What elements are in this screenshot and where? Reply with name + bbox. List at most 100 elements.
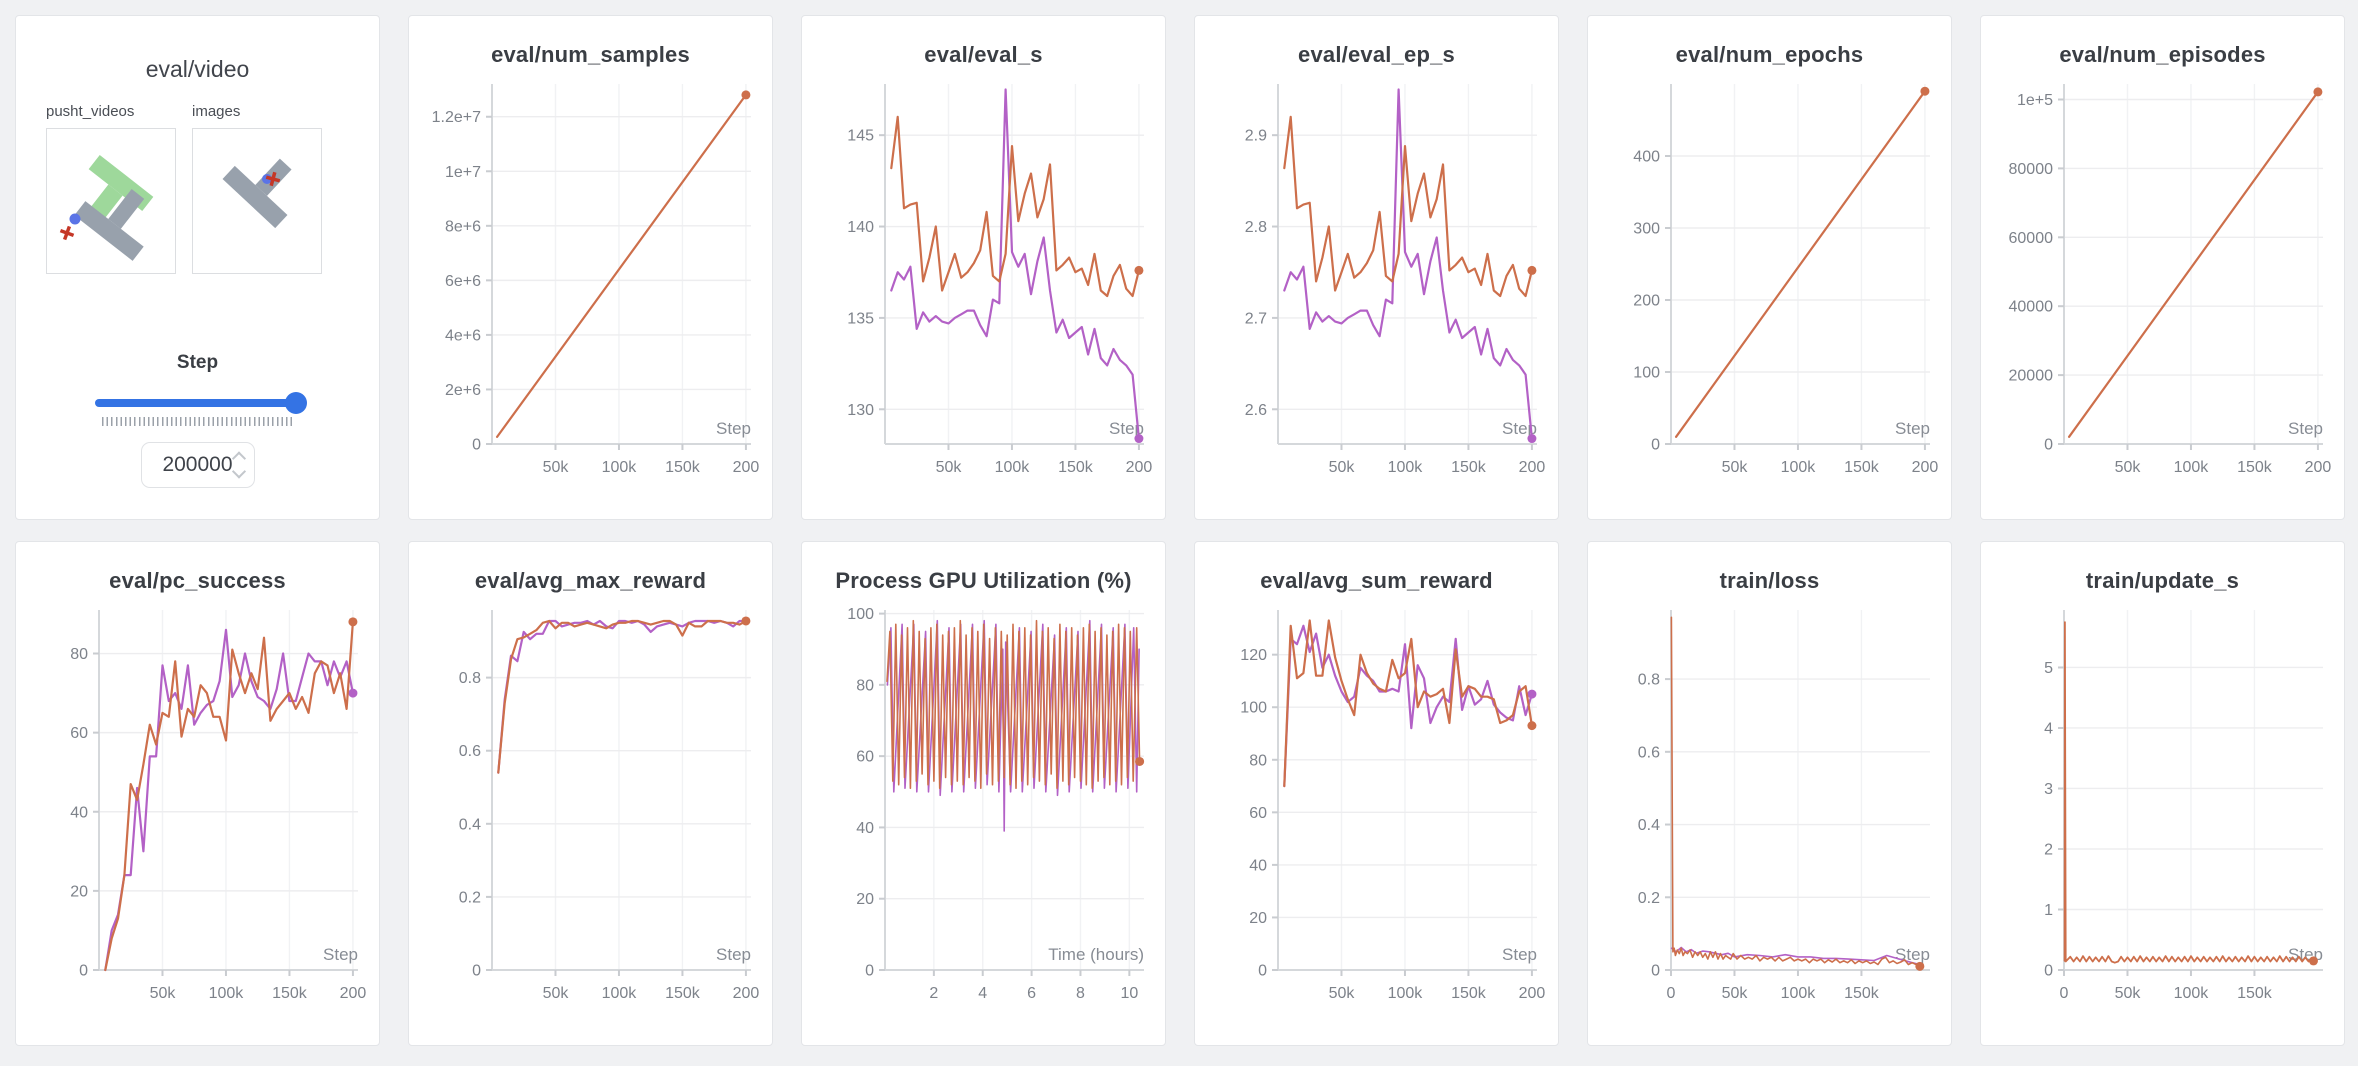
series-line-purple bbox=[890, 88, 1140, 440]
chart-panel-process-gpu-utilization[interactable]: Process GPU Utilization (%) 2 4 6 8 10 0 20 40 60… bbox=[801, 541, 1166, 1046]
x-tick-label: 200 bbox=[340, 985, 367, 1002]
x-tick-label: 200 bbox=[1126, 459, 1153, 476]
chart-panel-train-loss[interactable]: train/loss 0 50k 100k 150k 0 0.2 0.4 0.6 0.8 Step bbox=[1587, 541, 1952, 1046]
step-value-input[interactable]: 200000 bbox=[140, 442, 255, 488]
series-line-orange bbox=[1283, 619, 1533, 788]
y-tick-label: 200 bbox=[1633, 293, 1660, 310]
x-tick-label: 50k bbox=[2115, 985, 2142, 1002]
chart-panel-eval-num-samples[interactable]: eval/num_samples 50k 100k 150k 200 0 2e+6 4e+6 6… bbox=[408, 15, 773, 520]
stepper-arrows[interactable] bbox=[231, 451, 246, 479]
series-endpoint-dot-orange bbox=[2313, 87, 2323, 97]
chart-panel-eval-num-episodes[interactable]: eval/num_episodes 50k 100k 150k 200 0 20000 400… bbox=[1980, 15, 2345, 520]
chart-panel-eval-eval-ep-s[interactable]: eval/eval_ep_s 50k 100k 150k 200 2.6 2.7 2.8 2.9… bbox=[1194, 15, 1559, 520]
y-tick-label: 0 bbox=[2044, 963, 2053, 980]
series-endpoint-dot-orange bbox=[1134, 265, 1144, 275]
chart-canvas: 50k 100k 150k 200 0 20 40 60 80 100 120 Step bbox=[1240, 610, 1546, 1002]
y-tick-label: 140 bbox=[847, 219, 874, 236]
y-tick-label: 40000 bbox=[2009, 299, 2054, 316]
series-endpoint-dot-orange bbox=[1920, 86, 1930, 96]
series-line-purple bbox=[1283, 624, 1533, 788]
series-line-purple bbox=[497, 619, 747, 774]
chart-title: eval/num_episodes bbox=[2059, 42, 2266, 67]
chart-title: eval/avg_sum_reward bbox=[1260, 568, 1493, 593]
y-tick-label: 0 bbox=[79, 963, 88, 980]
x-tick-label: 150k bbox=[1844, 985, 1880, 1002]
y-tick-label: 60000 bbox=[2009, 230, 2054, 247]
gray-t-shape bbox=[74, 189, 145, 261]
gridlines bbox=[1670, 610, 1930, 971]
chart-panel-eval-num-epochs[interactable]: eval/num_epochs 50k 100k 150k 200 0 100 200 300 4… bbox=[1587, 15, 1952, 520]
y-tick-label: 100 bbox=[1240, 700, 1267, 717]
stepper-down-icon[interactable] bbox=[231, 464, 246, 479]
y-tick-label: 0 bbox=[472, 437, 481, 454]
images-label: images bbox=[192, 103, 241, 120]
step-slider-track[interactable] bbox=[94, 392, 307, 414]
x-axis-label: Step bbox=[716, 945, 751, 964]
series-line-orange bbox=[1674, 90, 1926, 438]
chart-panel-eval-avg-sum-reward[interactable]: eval/avg_sum_reward 50k 100k 150k 200 0 20 40 60… bbox=[1194, 541, 1559, 1046]
pusht-videos-label: pusht_videos bbox=[46, 103, 135, 120]
y-tick-label: 4e+6 bbox=[445, 327, 481, 344]
x-tick-label: 50k bbox=[543, 985, 570, 1002]
chart-panel-train-update-s[interactable]: train/update_s 0 50k 100k 150k 0 1 2 3 4 5 Step bbox=[1980, 541, 2345, 1046]
x-tick-label: 6 bbox=[1027, 985, 1036, 1002]
chart-title: eval/num_epochs bbox=[1675, 42, 1864, 67]
series-endpoint-dot-orange bbox=[2308, 956, 2318, 966]
chart-panel-eval-pc-success[interactable]: eval/pc_success 50k 100k 150k 200 0 20 40 60 80 St… bbox=[15, 541, 380, 1046]
x-tick-label: 150k bbox=[1451, 459, 1487, 476]
chart-canvas: 50k 100k 150k 200 0 20000 40000 60000 80000 1e+5 S… bbox=[2009, 84, 2332, 476]
chart-canvas: 0 50k 100k 150k 0 0.2 0.4 0.6 0.8 Step bbox=[1638, 610, 1930, 1002]
axes: 50k 100k 150k 200 0 100 200 300 400 bbox=[1633, 84, 1938, 476]
x-tick-label: 4 bbox=[978, 985, 987, 1002]
chart-canvas: 50k 100k 150k 200 0 2e+6 4e+6 6e+6 8e+6 1e+7 1.2e+… bbox=[432, 84, 760, 476]
step-slider-label: Step bbox=[176, 352, 219, 373]
x-tick-label: 50k bbox=[2115, 459, 2142, 476]
y-tick-label: 145 bbox=[847, 128, 874, 145]
gridlines bbox=[885, 84, 1144, 444]
chart-panel-eval-eval-s[interactable]: eval/eval_s 50k 100k 150k 200 130 135 140 145 Ste… bbox=[801, 15, 1166, 520]
x-axis-label: Step bbox=[1502, 419, 1537, 438]
y-tick-label: 0 bbox=[472, 963, 481, 980]
y-tick-label: 0.4 bbox=[459, 816, 481, 833]
pusht-videos-thumbnail[interactable] bbox=[46, 128, 176, 274]
y-tick-label: 60 bbox=[70, 725, 88, 742]
x-tick-label: 150k bbox=[272, 985, 308, 1002]
x-tick-label: 200 bbox=[1912, 459, 1939, 476]
pusht-video-frame-image bbox=[59, 154, 154, 261]
x-tick-label: 2 bbox=[929, 985, 938, 1002]
y-tick-label: 20000 bbox=[2009, 368, 2054, 385]
series-endpoint-dot-orange bbox=[741, 90, 751, 100]
chart-panel-eval-avg-max-reward[interactable]: eval/avg_max_reward 50k 100k 150k 200 0 0.2 0.4… bbox=[408, 541, 773, 1046]
series-endpoint-dot-purple bbox=[348, 688, 358, 698]
x-tick-label: 150k bbox=[665, 985, 701, 1002]
y-tick-label: 1.2e+7 bbox=[432, 109, 481, 126]
y-tick-label: 80 bbox=[1249, 752, 1267, 769]
axes: 50k 100k 150k 200 0 2e+6 4e+6 6e+6 8e+6 1e+7 1.2e+… bbox=[432, 84, 760, 476]
eval-video-panel[interactable]: eval/video pusht_videos bbox=[15, 15, 380, 520]
series-endpoint-dot-orange bbox=[741, 616, 751, 626]
x-tick-label: 100k bbox=[602, 459, 638, 476]
series-endpoint-dot-orange bbox=[1527, 721, 1537, 731]
y-tick-label: 100 bbox=[847, 606, 874, 623]
series-endpoint-dot-purple bbox=[1134, 434, 1144, 444]
step-slider[interactable] bbox=[94, 392, 307, 414]
step-slider-ticks bbox=[101, 417, 294, 426]
x-tick-label: 200 bbox=[1519, 985, 1546, 1002]
y-tick-label: 0 bbox=[1651, 963, 1660, 980]
y-tick-label: 300 bbox=[1633, 221, 1660, 238]
x-tick-label: 200 bbox=[2305, 459, 2332, 476]
x-tick-label: 0 bbox=[2060, 985, 2069, 1002]
series-line-orange bbox=[2063, 621, 2315, 964]
x-tick-label: 200 bbox=[733, 459, 760, 476]
y-tick-label: 1 bbox=[2044, 902, 2053, 919]
chart-canvas: 50k 100k 150k 200 130 135 140 145 Step bbox=[847, 84, 1153, 476]
images-thumbnail[interactable] bbox=[192, 128, 322, 274]
gridlines bbox=[2063, 610, 2323, 971]
axes: 50k 100k 150k 200 0 20 40 60 80 bbox=[70, 610, 366, 1002]
series-line-purple bbox=[104, 628, 354, 972]
target-cross-icon bbox=[59, 225, 75, 241]
step-slider-thumb[interactable] bbox=[284, 392, 307, 414]
x-tick-label: 100k bbox=[209, 985, 245, 1002]
